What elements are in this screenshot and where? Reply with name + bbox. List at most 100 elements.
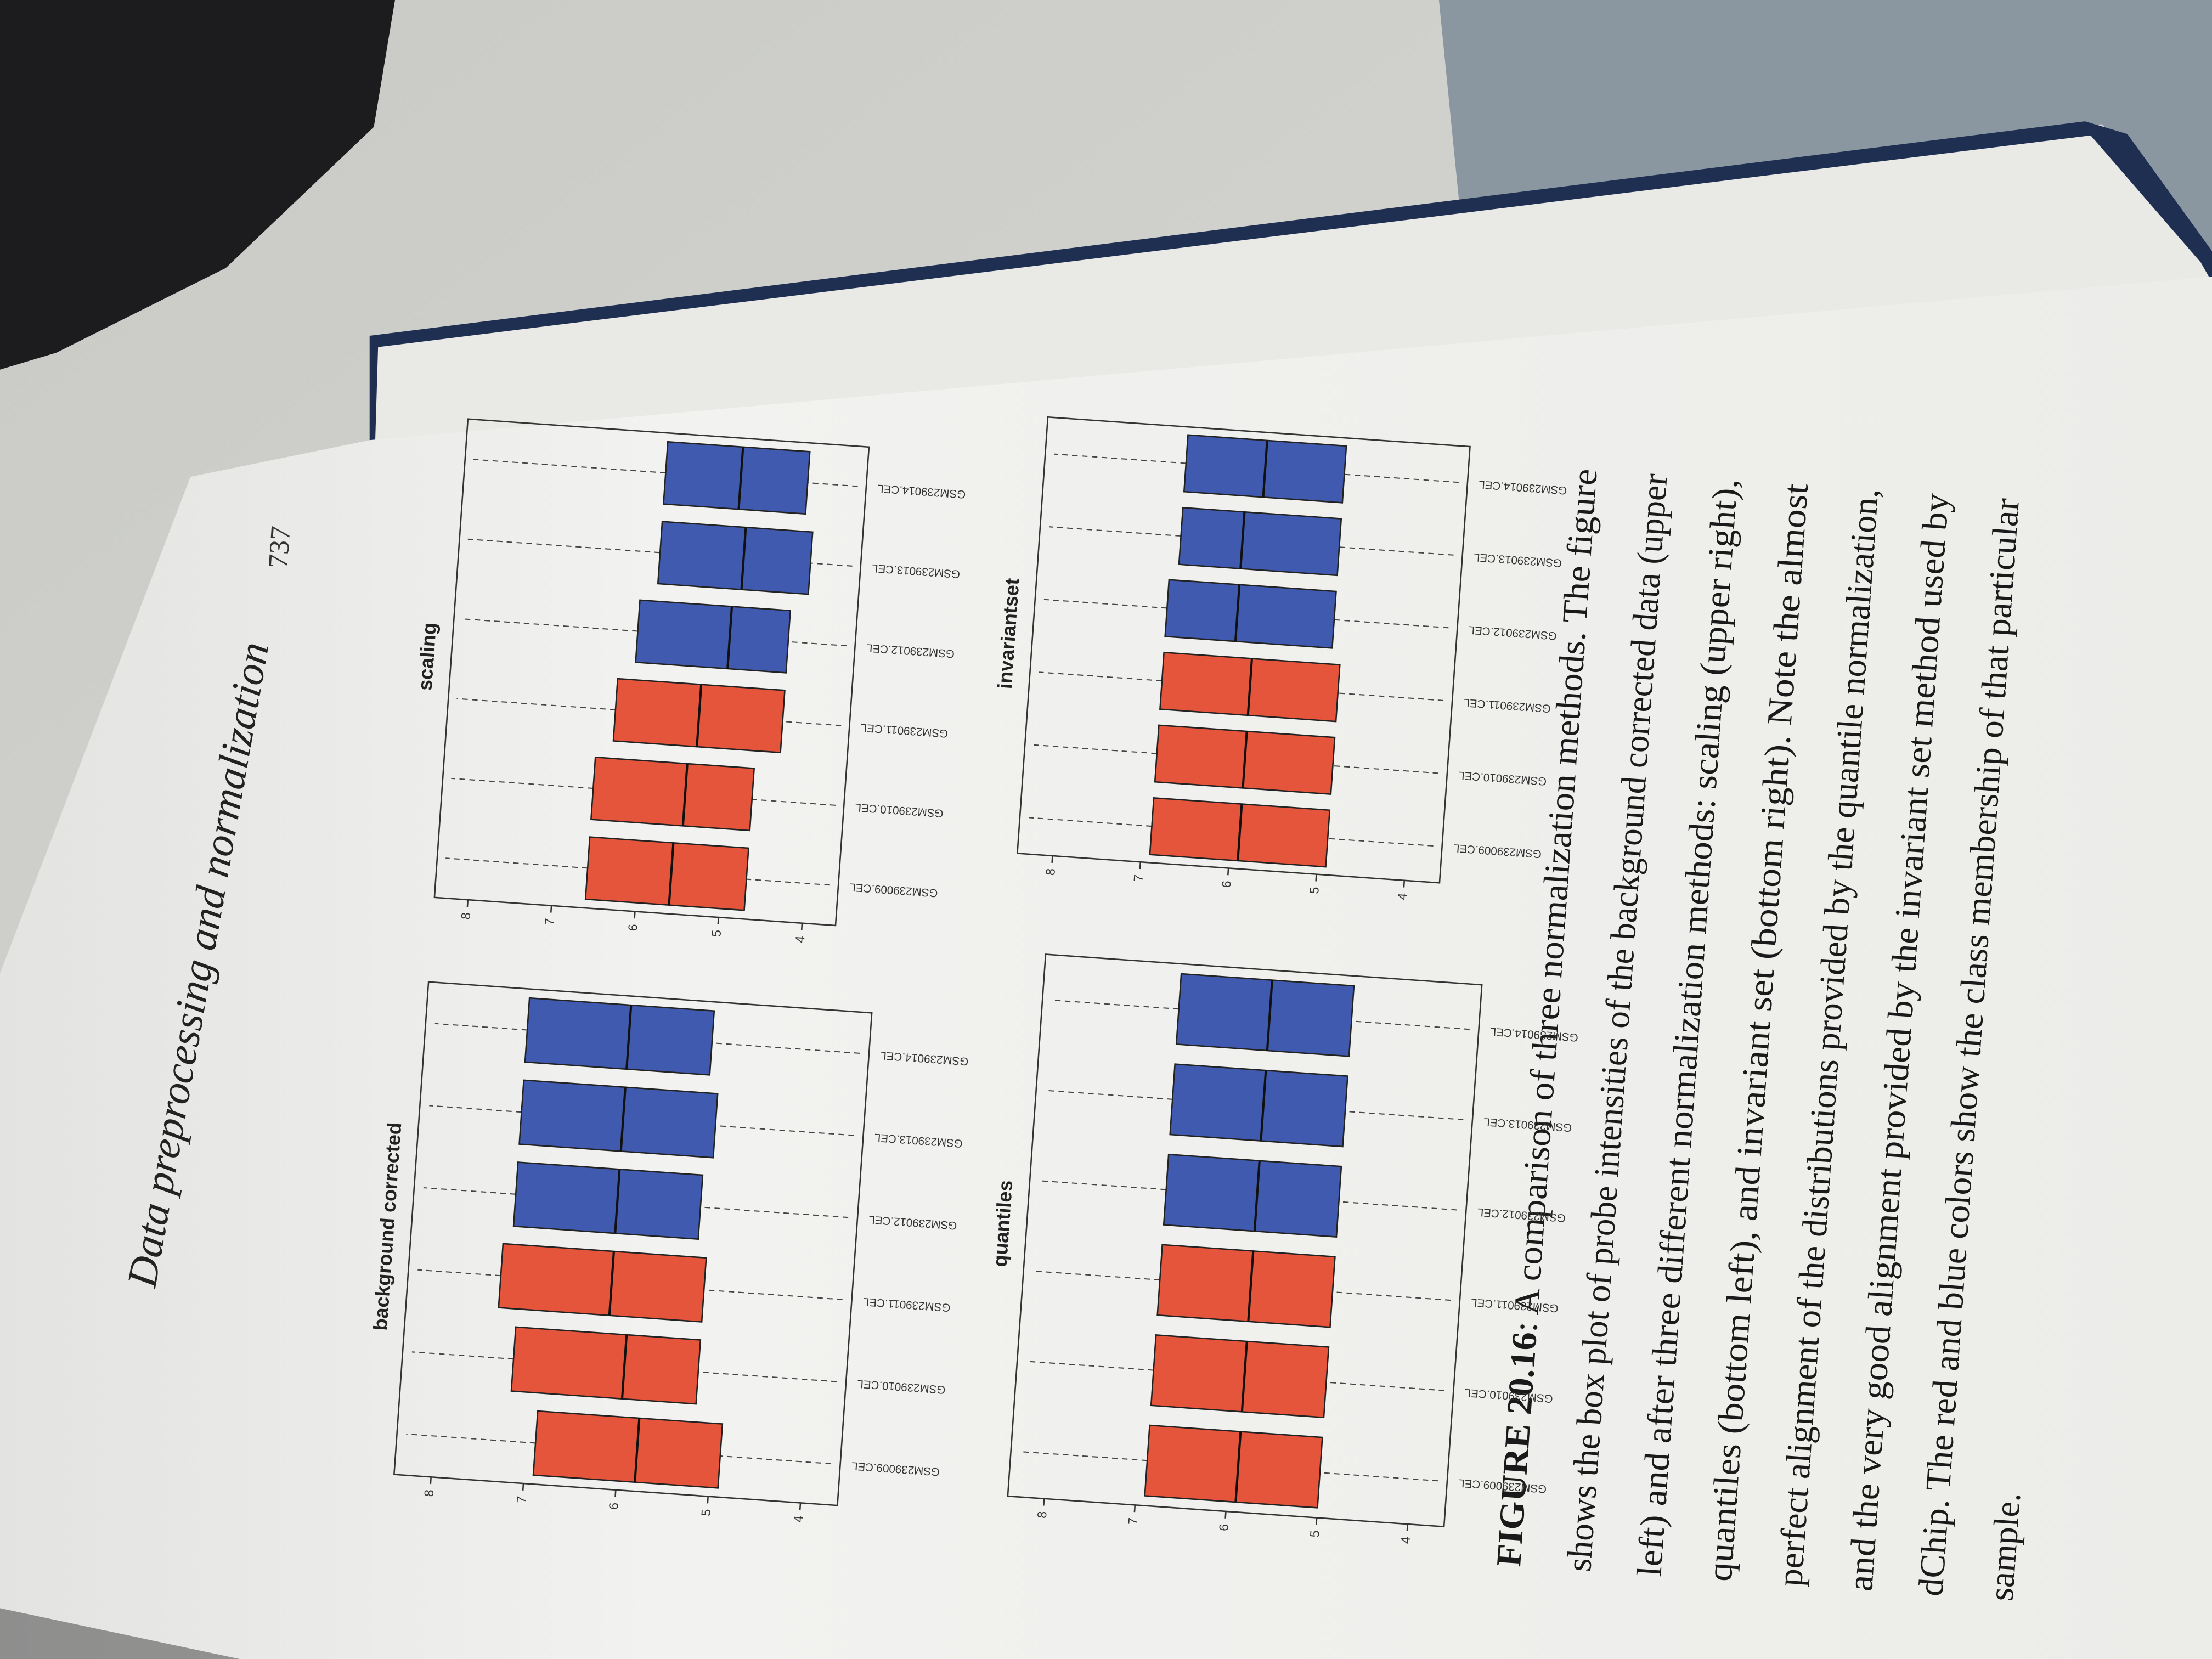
whisker-low [720, 1455, 831, 1465]
y-tick-label: 5 [1307, 1530, 1322, 1538]
box [1175, 973, 1355, 1057]
median-line [608, 1251, 615, 1316]
y-tick-label: 4 [793, 935, 808, 944]
whisker-high [417, 1269, 501, 1277]
median-line [668, 843, 675, 905]
whisker-high [406, 1433, 536, 1444]
chart-title: scaling [414, 622, 441, 691]
book-page [0, 276, 2212, 1659]
plot-frame [1007, 953, 1483, 1528]
y-tick-label: 6 [606, 1502, 621, 1510]
whisker-low [746, 878, 830, 886]
median-line [696, 684, 703, 747]
median-line [620, 1334, 628, 1399]
median-line [625, 1005, 633, 1069]
whisker-low [1333, 765, 1438, 774]
caption-line: sample. [1982, 1491, 2028, 1602]
whisker-high [467, 538, 661, 554]
whisker-low [1338, 692, 1444, 701]
box [662, 441, 811, 515]
whisker-low [715, 1125, 854, 1136]
box [1150, 1334, 1330, 1419]
median-line [1234, 584, 1241, 642]
y-tick-label: 7 [1125, 1517, 1140, 1525]
y-tick-label: 4 [1398, 1536, 1413, 1544]
whisker-low [1328, 838, 1434, 847]
median-line [681, 763, 689, 826]
whisker-high [1034, 744, 1157, 754]
box [1178, 506, 1342, 577]
box [524, 997, 715, 1076]
median-line [1237, 804, 1243, 861]
median-line [740, 527, 747, 590]
y-tick [1051, 855, 1053, 863]
whisker-high [1028, 817, 1152, 827]
whisker-high [1051, 999, 1179, 1010]
box [1163, 1153, 1342, 1238]
y-tick-label: 4 [1395, 893, 1409, 901]
y-tick-label: 5 [1307, 887, 1322, 895]
whisker-high [1026, 1361, 1154, 1371]
box [635, 599, 792, 674]
median-line [1240, 1341, 1248, 1412]
y-tick-label: 8 [421, 1489, 436, 1497]
median-line [737, 447, 744, 510]
y-tick [1315, 874, 1317, 882]
whisker-high [1039, 672, 1163, 681]
whisker-high [1045, 1090, 1173, 1100]
box [590, 756, 755, 832]
whisker-high [429, 1105, 522, 1113]
median-line [1253, 1160, 1261, 1232]
whisker-high [1043, 599, 1167, 609]
box [1156, 1244, 1336, 1328]
whisker-low [712, 1042, 860, 1054]
y-tick [1406, 1524, 1409, 1532]
whisker-high [411, 1351, 514, 1360]
whisker-low [752, 799, 836, 806]
y-tick-label: 7 [542, 918, 557, 926]
plot-frame [393, 981, 873, 1506]
y-tick-label: 6 [1216, 1523, 1231, 1532]
whisker-high [445, 857, 588, 869]
y-tick-label: 5 [698, 1509, 713, 1517]
y-tick [1315, 1517, 1318, 1525]
y-tick [614, 1489, 617, 1497]
whisker-high [473, 459, 666, 473]
y-tick-label: 8 [1035, 1511, 1049, 1519]
y-tick [717, 917, 720, 924]
median-line [614, 1169, 621, 1234]
shadow [0, 1608, 240, 1659]
median-line [1246, 658, 1254, 716]
box [1144, 1424, 1323, 1509]
whisker-low [700, 1206, 849, 1218]
page-stack [375, 135, 2212, 441]
whisker-high [423, 1187, 516, 1195]
y-tick-label: 8 [1043, 868, 1058, 876]
box [498, 1243, 707, 1323]
whisker-high [1032, 1270, 1160, 1281]
median-line [1234, 1431, 1242, 1503]
whisker-high [435, 1023, 528, 1031]
box [532, 1410, 724, 1489]
y-tick-label: 6 [1219, 880, 1234, 888]
y-tick-label: 7 [514, 1496, 529, 1504]
median-line [1260, 1070, 1267, 1141]
whisker-high [456, 698, 616, 710]
y-tick-label: 8 [458, 912, 473, 920]
box [510, 1326, 702, 1405]
whisker-high [1020, 1451, 1148, 1462]
median-line [634, 1418, 641, 1482]
median-line [1247, 1251, 1255, 1322]
box [512, 1161, 704, 1240]
box [518, 1079, 719, 1159]
box [657, 521, 814, 595]
box [1164, 579, 1337, 649]
whisker-low [698, 1371, 837, 1383]
whisker-high [451, 777, 594, 789]
whisker-high [1054, 453, 1186, 464]
y-tick [1042, 1498, 1045, 1506]
median-line [1262, 440, 1268, 498]
y-tick-label: 5 [709, 929, 724, 938]
median-line [1266, 980, 1273, 1051]
